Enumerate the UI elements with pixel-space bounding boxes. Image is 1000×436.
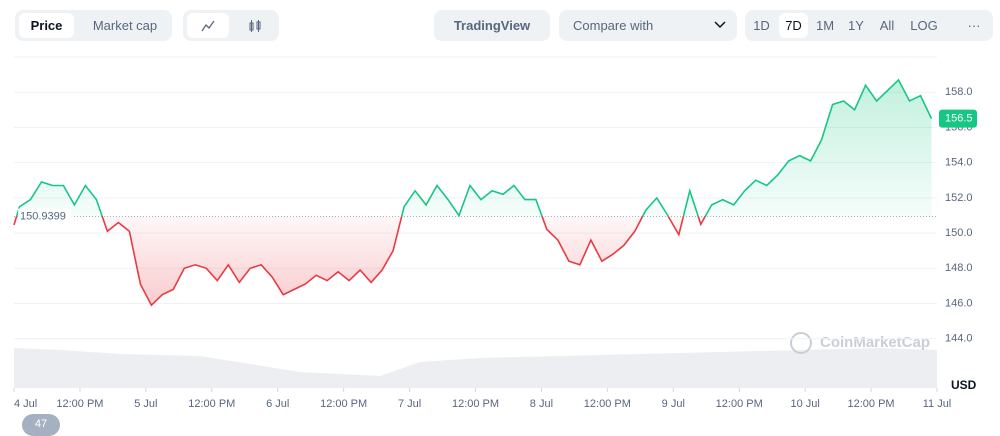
price-area <box>14 79 932 306</box>
price-line <box>13 78 933 307</box>
compare-label: Compare with <box>573 18 654 33</box>
x-tick-label: 10 Jul <box>790 398 819 410</box>
chevron <box>714 21 726 29</box>
x-tick-label: 12:00 PM <box>848 398 895 410</box>
range-button[interactable]: 7D <box>779 13 808 38</box>
y-tick-label: 148.0 <box>945 262 973 274</box>
y-tick-label: 158.0 <box>945 86 973 98</box>
range-button[interactable]: LOG <box>910 18 938 33</box>
x-tick-label: 12:00 PM <box>56 398 103 410</box>
baseline-label: 150.9399 <box>20 210 66 222</box>
range-button[interactable]: All <box>879 18 895 33</box>
y-tick-label: 144.0 <box>945 333 973 345</box>
x-tick-label: 12:00 PM <box>188 398 235 410</box>
tradingview-label: TradingView <box>453 18 531 33</box>
watermark-logo <box>790 332 812 354</box>
x-tick-label: 7 Jul <box>398 398 421 410</box>
range-button[interactable]: 1D <box>753 18 770 33</box>
watermark: CoinMarketCap <box>820 334 930 351</box>
chart-type-group <box>183 10 279 41</box>
more-button[interactable]: ··· <box>967 18 981 33</box>
y-tick-label: 152.0 <box>945 192 973 204</box>
baseline-label-bg <box>18 208 72 224</box>
x-tick-label: 11 Jul <box>923 398 952 410</box>
tab-group: Price Market cap <box>15 10 172 41</box>
x-tick-label: 8 Jul <box>530 398 553 410</box>
volume-band <box>14 348 937 388</box>
tab[interactable]: Price <box>19 13 74 38</box>
tradingview-button[interactable]: TradingView <box>434 10 550 41</box>
last-price-label: 156.5 <box>945 113 973 125</box>
currency-label: USD <box>951 378 977 392</box>
x-tick-label: 9 Jul <box>662 398 685 410</box>
y-tick-label: 154.0 <box>945 157 973 169</box>
tab[interactable]: Market cap <box>92 18 158 33</box>
x-tick-label: 5 Jul <box>134 398 157 410</box>
x-tick-label: 4 Jul <box>14 398 37 410</box>
badge-count: 47 <box>34 418 48 430</box>
range-button[interactable]: 1Y <box>848 18 864 33</box>
line-button[interactable] <box>187 13 229 38</box>
range-group: 1D 7D 1M 1Y All LOG ··· <box>745 10 993 41</box>
candle-button[interactable] <box>235 13 275 38</box>
last-price-tag <box>939 109 977 128</box>
y-tick-label: 146.0 <box>945 297 973 309</box>
range-button[interactable]: 1M <box>815 18 835 33</box>
x-tick-label: 12:00 PM <box>452 398 499 410</box>
compare-select[interactable]: Compare with <box>559 10 737 41</box>
x-tick-label: 12:00 PM <box>716 398 763 410</box>
x-tick-label: 6 Jul <box>266 398 289 410</box>
badge[interactable]: 47 <box>22 414 60 436</box>
x-tick-label: 12:00 PM <box>320 398 367 410</box>
x-tick-label: 12:00 PM <box>584 398 631 410</box>
y-tick-label: 150.0 <box>945 227 973 239</box>
